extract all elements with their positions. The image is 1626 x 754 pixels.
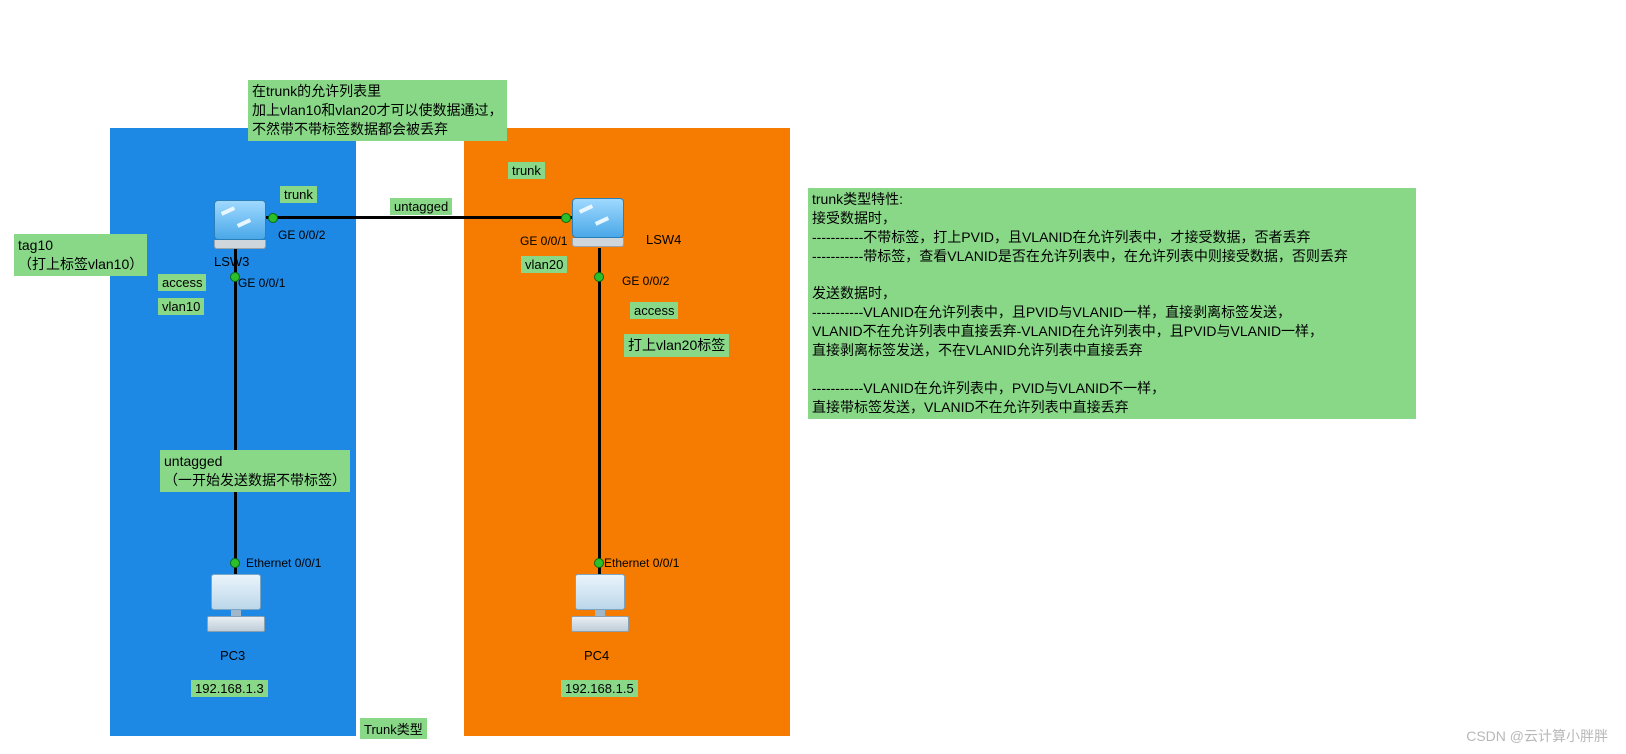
note-vlan20-tag: 打上vlan20标签 bbox=[624, 334, 729, 357]
switch-lsw4-label: LSW4 bbox=[646, 232, 681, 247]
tag-trunk-right: trunk bbox=[508, 162, 545, 179]
switch-lsw4-icon bbox=[572, 198, 622, 248]
note-trunk-rules: trunk类型特性: 接受数据时， -----------不带标签，打上PVID… bbox=[808, 188, 1416, 419]
port-dot bbox=[594, 558, 604, 568]
link-trunk-horizontal bbox=[264, 216, 572, 219]
pc4-label: PC4 bbox=[584, 648, 609, 663]
note-top-trunk-allow: 在trunk的允许列表里 加上vlan10和vlan20才可以使数据通过， 不然… bbox=[248, 80, 507, 141]
port-dot bbox=[230, 558, 240, 568]
port-ge001-left: GE 0/0/1 bbox=[238, 276, 285, 290]
tag-untagged: untagged bbox=[390, 198, 452, 215]
tag-vlan10: vlan10 bbox=[158, 298, 204, 315]
tag-trunk-left: trunk bbox=[280, 186, 317, 203]
port-eth-right: Ethernet 0/0/1 bbox=[604, 556, 679, 570]
tag-ip-pc4: 192.168.1.5 bbox=[561, 680, 638, 697]
tag-ip-pc3: 192.168.1.3 bbox=[191, 680, 268, 697]
tag-vlan20: vlan20 bbox=[521, 256, 567, 273]
link-access-left bbox=[234, 248, 237, 578]
switch-lsw3-label: LSW3 bbox=[214, 254, 249, 269]
port-dot bbox=[561, 213, 571, 223]
link-access-right bbox=[598, 248, 601, 578]
diagram-canvas: LSW3 LSW4 PC3 PC4 在trunk的允许列表里 加上vlan10和… bbox=[0, 0, 1626, 754]
port-eth-left: Ethernet 0/0/1 bbox=[246, 556, 321, 570]
watermark: CSDN @云计算小胖胖 bbox=[1466, 726, 1608, 746]
port-ge002-right: GE 0/0/2 bbox=[622, 274, 669, 288]
pc3-icon bbox=[206, 574, 266, 632]
port-dot bbox=[268, 213, 278, 223]
note-tag10: tag10 （打上标签vlan10） bbox=[14, 234, 147, 276]
pc3-label: PC3 bbox=[220, 648, 245, 663]
port-ge002-left: GE 0/0/2 bbox=[278, 228, 325, 242]
zone-orange bbox=[464, 128, 790, 736]
port-ge001-right: GE 0/0/1 bbox=[520, 234, 567, 248]
pc4-icon bbox=[570, 574, 630, 632]
note-untagged-start: untagged （一开始发送数据不带标签） bbox=[160, 450, 350, 492]
tag-trunk-type: Trunk类型 bbox=[360, 718, 427, 739]
port-dot bbox=[594, 272, 604, 282]
tag-access-left: access bbox=[158, 274, 206, 291]
switch-lsw3-icon bbox=[214, 200, 264, 250]
tag-access-right: access bbox=[630, 302, 678, 319]
